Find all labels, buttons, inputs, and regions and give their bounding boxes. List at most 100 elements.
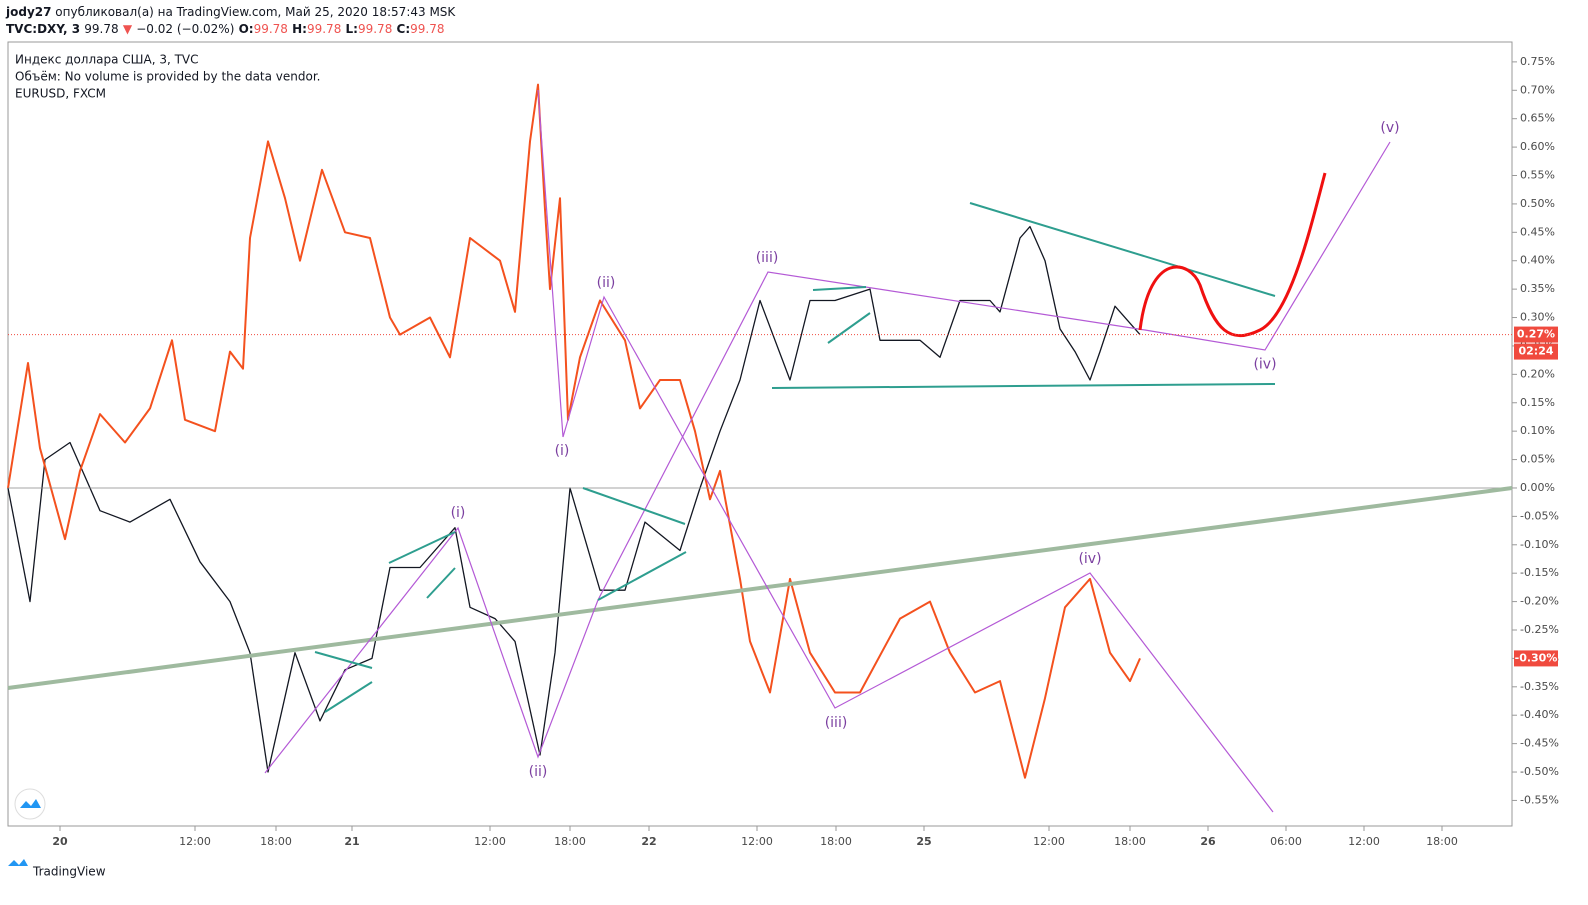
y-tick-label: -0.40% — [1520, 708, 1559, 721]
y-tick-label: -0.35% — [1520, 680, 1559, 693]
channel-line — [597, 551, 687, 601]
x-tick-label: 18:00 — [1114, 835, 1146, 848]
plot — [7, 41, 1513, 827]
y-tick-label: 0.20% — [1520, 367, 1555, 380]
logo: TradingView — [8, 788, 106, 879]
channel-line — [827, 312, 871, 344]
l: 99.78 — [358, 22, 392, 36]
c: 99.78 — [410, 22, 444, 36]
countdown-tag — [1514, 343, 1558, 360]
countdown-label: 02:24 — [1518, 345, 1553, 358]
y-tick-label: 0.50% — [1520, 197, 1555, 210]
drawings — [7, 89, 1513, 813]
channel-line — [969, 202, 1276, 297]
channel-line — [314, 651, 373, 669]
y-tick-label: 0.70% — [1520, 83, 1555, 96]
y-tick-label: -0.55% — [1520, 793, 1559, 806]
header-line-2: TVC:DXY, 3 99.78 ▼ −0.02 (−0.02%) O:99.7… — [6, 22, 444, 36]
channel-line — [812, 286, 867, 291]
wave-label: (iv) — [1078, 551, 1101, 567]
y-tick-label: -0.45% — [1520, 737, 1559, 750]
projection-curve — [1138, 172, 1327, 338]
x-tick-label: 18:00 — [260, 835, 292, 848]
y-tick-label: -0.25% — [1520, 623, 1559, 636]
wave-line — [537, 89, 1274, 813]
price-tag — [1514, 326, 1558, 343]
y-tick-label: -0.15% — [1520, 566, 1559, 579]
wave-label: (iv) — [1253, 357, 1276, 373]
legend-entry: Индекс доллара США, 3, TVC — [15, 53, 199, 67]
y-tick-label: 0.40% — [1520, 254, 1555, 267]
channel-line — [426, 567, 456, 599]
arrow: ▼ — [123, 22, 133, 36]
x-tick-label: 20 — [52, 835, 68, 848]
y-tick-label: 0.55% — [1520, 169, 1555, 182]
wave-label: (i) — [451, 505, 466, 521]
x-tick-label: 12:00 — [741, 835, 773, 848]
x-tick-label: 18:00 — [820, 835, 852, 848]
x-tick-label: 18:00 — [1426, 835, 1458, 848]
user: jody27 — [5, 5, 51, 19]
y-tick-label: 0.65% — [1520, 112, 1555, 125]
x-tick-label: 12:00 — [179, 835, 211, 848]
x-tick-label: 25 — [916, 835, 931, 848]
y-tick-label: 0.35% — [1520, 282, 1555, 295]
wave-label: (i) — [555, 443, 570, 459]
wave-label: (iii) — [825, 715, 848, 731]
channel-line — [771, 383, 1276, 389]
legend-entry: EURUSD, FXCM — [15, 87, 106, 101]
y-tick-label: 0.05% — [1520, 453, 1555, 466]
footer-brand: TradingView — [32, 865, 106, 879]
channel-line — [324, 681, 373, 713]
y-tick-label: 0.30% — [1520, 311, 1555, 324]
published: опубликовал(а) на TradingView.com, Май 2… — [55, 5, 456, 19]
wave-label: (v) — [1380, 120, 1399, 136]
logo-badge — [14, 788, 46, 820]
y-tick-label: -0.05% — [1520, 509, 1559, 522]
wave-line — [264, 141, 1391, 774]
y-tick-label: -0.10% — [1520, 538, 1559, 551]
y-tick-label: 0.15% — [1520, 396, 1555, 409]
price-tag-label: -0.30% — [1515, 651, 1558, 664]
channel-line — [582, 487, 686, 525]
y-tick-label: 0.10% — [1520, 424, 1555, 437]
y-tick-label: 0.00% — [1520, 481, 1555, 494]
y-tick-label: -0.20% — [1520, 595, 1559, 608]
price-line — [7, 225, 1141, 773]
y-tick-label: -0.50% — [1520, 765, 1559, 778]
h: 99.78 — [307, 22, 341, 36]
channel-lines — [314, 202, 1276, 713]
header-line-1: jody27 опубликовал(а) на TradingView.com… — [5, 5, 456, 19]
symbol: TVC:DXY, 3 — [6, 22, 80, 36]
price-tag — [1514, 650, 1558, 667]
x-tick-label: 06:00 — [1270, 835, 1302, 848]
x-tick-label: 26 — [1200, 835, 1216, 848]
x-tick-label: 12:00 — [474, 835, 506, 848]
o: 99.78 — [254, 22, 288, 36]
y-tick-label: 0.75% — [1520, 55, 1555, 68]
change: −0.02 (−0.02%) — [136, 22, 234, 36]
plot-frame — [7, 41, 1513, 827]
footer-icon — [8, 859, 28, 866]
price: 99.78 — [84, 22, 118, 36]
wave-label: (iii) — [756, 250, 779, 266]
o-label: O: — [239, 22, 254, 36]
legend-entry: Объём: No volume is provided by the data… — [15, 70, 321, 84]
y-tick-label: 0.45% — [1520, 225, 1555, 238]
x-tick-label: 18:00 — [554, 835, 586, 848]
price-line — [7, 83, 1141, 779]
trend-line — [7, 486, 1513, 690]
l-label: L: — [346, 22, 358, 36]
price-tag-label: 0.27% — [1517, 328, 1555, 341]
h-label: H: — [292, 22, 307, 36]
logo-icon — [20, 799, 41, 808]
wave-label: (ii) — [597, 275, 616, 291]
wave-label: (ii) — [529, 764, 548, 780]
x-tick-label: 12:00 — [1348, 835, 1380, 848]
x-tick-label: 21 — [344, 835, 359, 848]
x-tick-label: 12:00 — [1033, 835, 1065, 848]
y-tick-label: 0.60% — [1520, 140, 1555, 153]
